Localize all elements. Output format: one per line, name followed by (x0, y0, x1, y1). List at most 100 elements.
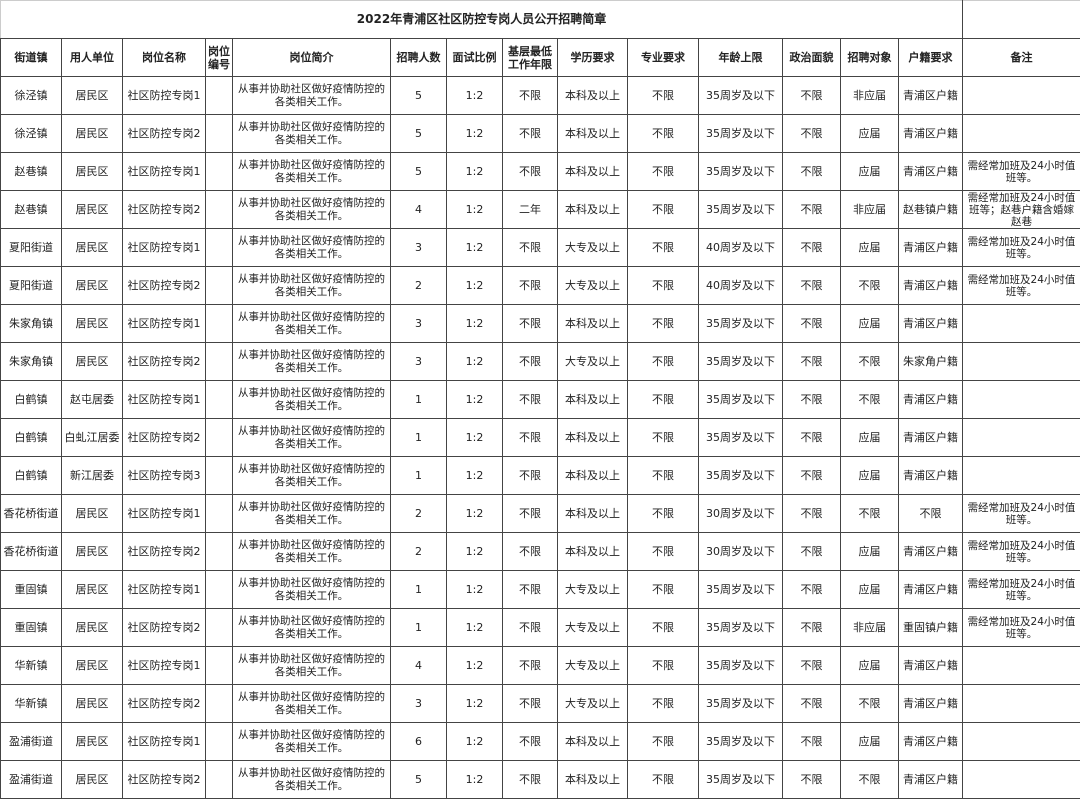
political-status-cell: 不限 (783, 191, 841, 229)
age-limit-cell: 35周岁及以下 (699, 457, 783, 495)
position-name-cell: 社区防控专岗1 (123, 229, 206, 267)
education-cell: 本科及以上 (558, 381, 628, 419)
position-name-cell: 社区防控专岗2 (123, 609, 206, 647)
target-group-cell: 非应届 (841, 191, 899, 229)
political-status-cell: 不限 (783, 761, 841, 799)
min-work-years-cell: 不限 (503, 723, 558, 761)
column-header: 招聘人数 (391, 39, 447, 77)
street-town-cell: 赵巷镇 (1, 191, 62, 229)
position-name-cell: 社区防控专岗2 (123, 761, 206, 799)
position-code-cell (206, 267, 233, 305)
political-status-cell: 不限 (783, 457, 841, 495)
remarks-cell (963, 723, 1080, 761)
position-desc-cell: 从事并协助社区做好疫情防控的各类相关工作。 (233, 191, 391, 229)
interview-ratio-cell: 1:2 (447, 647, 503, 685)
title-blank-cell (963, 1, 1080, 39)
political-status-cell: 不限 (783, 571, 841, 609)
employer-cell: 居民区 (62, 229, 123, 267)
age-limit-cell: 35周岁及以下 (699, 571, 783, 609)
column-header: 岗位名称 (123, 39, 206, 77)
political-status-cell: 不限 (783, 343, 841, 381)
hire-count-cell: 4 (391, 191, 447, 229)
column-header: 岗位编号 (206, 39, 233, 77)
target-group-cell: 应届 (841, 647, 899, 685)
political-status-cell: 不限 (783, 153, 841, 191)
employer-cell: 居民区 (62, 495, 123, 533)
target-group-cell: 应届 (841, 115, 899, 153)
age-limit-cell: 35周岁及以下 (699, 381, 783, 419)
min-work-years-cell: 不限 (503, 571, 558, 609)
position-desc-cell: 从事并协助社区做好疫情防控的各类相关工作。 (233, 381, 391, 419)
major-cell: 不限 (628, 153, 699, 191)
interview-ratio-cell: 1:2 (447, 343, 503, 381)
major-cell: 不限 (628, 571, 699, 609)
interview-ratio-cell: 1:2 (447, 115, 503, 153)
column-header: 基层最低工作年限 (503, 39, 558, 77)
position-code-cell (206, 381, 233, 419)
position-code-cell (206, 77, 233, 115)
age-limit-cell: 35周岁及以下 (699, 77, 783, 115)
position-name-cell: 社区防控专岗2 (123, 419, 206, 457)
education-cell: 本科及以上 (558, 419, 628, 457)
position-code-cell (206, 571, 233, 609)
position-code-cell (206, 609, 233, 647)
column-header: 备注 (963, 39, 1080, 77)
hire-count-cell: 5 (391, 153, 447, 191)
residency-cell: 青浦区户籍 (899, 305, 963, 343)
political-status-cell: 不限 (783, 267, 841, 305)
street-town-cell: 夏阳街道 (1, 229, 62, 267)
residency-cell: 青浦区户籍 (899, 533, 963, 571)
hire-count-cell: 1 (391, 457, 447, 495)
position-name-cell: 社区防控专岗2 (123, 267, 206, 305)
target-group-cell: 非应届 (841, 77, 899, 115)
position-desc-cell: 从事并协助社区做好疫情防控的各类相关工作。 (233, 761, 391, 799)
major-cell: 不限 (628, 723, 699, 761)
employer-cell: 居民区 (62, 723, 123, 761)
street-town-cell: 夏阳街道 (1, 267, 62, 305)
age-limit-cell: 35周岁及以下 (699, 191, 783, 229)
education-cell: 大专及以上 (558, 609, 628, 647)
position-name-cell: 社区防控专岗3 (123, 457, 206, 495)
street-town-cell: 华新镇 (1, 685, 62, 723)
min-work-years-cell: 不限 (503, 153, 558, 191)
street-town-cell: 盈浦街道 (1, 761, 62, 799)
education-cell: 本科及以上 (558, 723, 628, 761)
interview-ratio-cell: 1:2 (447, 457, 503, 495)
remarks-cell (963, 647, 1080, 685)
position-name-cell: 社区防控专岗2 (123, 685, 206, 723)
street-town-cell: 白鹤镇 (1, 381, 62, 419)
remarks-cell (963, 77, 1080, 115)
political-status-cell: 不限 (783, 495, 841, 533)
age-limit-cell: 30周岁及以下 (699, 495, 783, 533)
remarks-cell: 需经常加班及24小时值班等。 (963, 495, 1080, 533)
major-cell: 不限 (628, 77, 699, 115)
employer-cell: 居民区 (62, 267, 123, 305)
min-work-years-cell: 不限 (503, 305, 558, 343)
political-status-cell: 不限 (783, 381, 841, 419)
min-work-years-cell: 不限 (503, 77, 558, 115)
column-header: 岗位简介 (233, 39, 391, 77)
remarks-cell: 需经常加班及24小时值班等；赵巷户籍含婚嫁赵巷 (963, 191, 1080, 229)
position-desc-cell: 从事并协助社区做好疫情防控的各类相关工作。 (233, 77, 391, 115)
position-code-cell (206, 457, 233, 495)
remarks-cell: 需经常加班及24小时值班等。 (963, 153, 1080, 191)
remarks-cell (963, 419, 1080, 457)
position-code-cell (206, 495, 233, 533)
position-name-cell: 社区防控专岗1 (123, 381, 206, 419)
political-status-cell: 不限 (783, 229, 841, 267)
political-status-cell: 不限 (783, 77, 841, 115)
position-code-cell (206, 153, 233, 191)
education-cell: 大专及以上 (558, 685, 628, 723)
employer-cell: 居民区 (62, 343, 123, 381)
political-status-cell: 不限 (783, 647, 841, 685)
